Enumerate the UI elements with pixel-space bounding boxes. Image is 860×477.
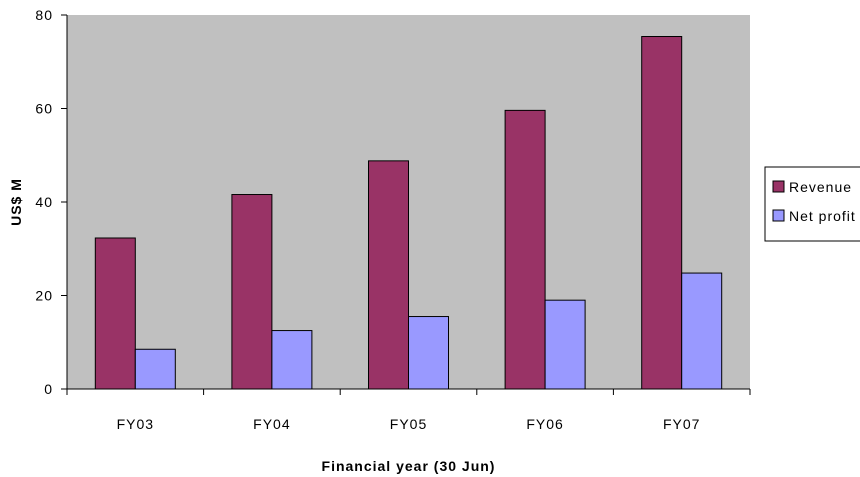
x-tick-label: FY04 [253,416,290,432]
x-axis-title: Financial year (30 Jun) [322,458,496,474]
y-tick-label: 80 [35,7,53,23]
legend-label: Revenue [789,179,852,195]
x-tick-label: FY03 [117,416,154,432]
bar-revenue-fy06 [504,109,546,390]
legend-swatch [772,209,785,222]
axes-group [61,14,751,395]
y-tick-label: 0 [44,381,53,397]
legend-label: Net profit [789,208,856,224]
legend-box [764,166,860,242]
bar-net-profit-fy03 [134,348,176,390]
bar-revenue-fy03 [94,237,136,390]
bar-net-profit-fy07 [681,272,723,390]
y-axis-title: US$ M [8,178,24,226]
bar-revenue-fy05 [368,160,409,390]
bars-group [94,36,723,390]
y-tick-label: 40 [35,194,53,210]
legend: Revenue Net profit [764,166,860,242]
y-tick-labels: 0 20 40 60 80 [35,7,53,397]
legend-swatch [772,180,785,193]
bar-net-profit-fy06 [544,299,586,390]
bar-net-profit-fy04 [271,330,313,390]
bar-revenue-fy04 [231,194,273,390]
y-tick-label: 20 [35,288,53,304]
x-tick-label: FY06 [526,416,563,432]
x-tick-labels: FY03 FY04 FY05 FY06 FY07 [117,416,700,432]
bar-revenue-fy07 [641,36,683,390]
y-tick-label: 60 [35,101,53,117]
bar-net-profit-fy05 [408,316,449,390]
x-tick-label: FY05 [390,416,427,432]
x-tick-label: FY07 [663,416,700,432]
